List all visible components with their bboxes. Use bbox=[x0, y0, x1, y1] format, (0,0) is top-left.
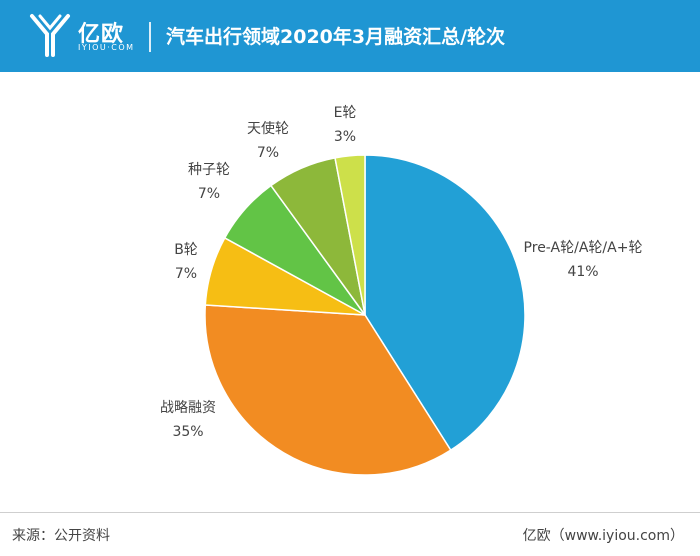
slice-value-label: 3% bbox=[334, 129, 356, 145]
logo-name-en: IYIOU·COM bbox=[78, 43, 135, 52]
header-bar: 亿欧 IYIOU·COM 汽车出行领域2020年3月融资汇总/轮次 bbox=[0, 0, 700, 72]
pie-labels: Pre-A轮/A轮/A+轮 41% 战略融资 35% B轮 7% 种子轮 7% 天使轮 7% E轮 3… bbox=[160, 105, 642, 440]
page-title: 汽车出行领域2020年3月融资汇总/轮次 bbox=[166, 26, 506, 48]
slice-name-label: E轮 bbox=[334, 105, 357, 121]
slice-value-label: 7% bbox=[257, 145, 279, 161]
pie-chart: Pre-A轮/A轮/A+轮 41% 战略融资 35% B轮 7% 种子轮 7% 天使轮 7% E轮 3… bbox=[160, 105, 642, 476]
header-divider bbox=[149, 22, 151, 52]
slice-value-label: 35% bbox=[172, 424, 203, 440]
slice-value-label: 7% bbox=[175, 266, 197, 282]
slice-name-label: Pre-A轮/A轮/A+轮 bbox=[524, 240, 643, 256]
logo-name-cn: 亿欧 bbox=[78, 22, 125, 47]
pie-slice bbox=[204, 304, 452, 476]
slice-name-label: 战略融资 bbox=[160, 400, 216, 416]
source-note: 来源：公开资料 bbox=[12, 528, 110, 544]
slice-name-label: 天使轮 bbox=[247, 120, 289, 137]
site-credit: 亿欧（www.iyiou.com） bbox=[522, 528, 684, 544]
slice-name-label: B轮 bbox=[174, 242, 198, 258]
brand-logo: 亿欧 IYIOU·COM bbox=[28, 12, 138, 60]
logo-y-icon bbox=[30, 14, 70, 57]
slice-name-label: 种子轮 bbox=[188, 162, 230, 178]
footer-divider bbox=[0, 512, 700, 513]
slice-value-label: 7% bbox=[198, 186, 220, 202]
slice-value-label: 41% bbox=[567, 264, 598, 280]
pie-slices bbox=[204, 154, 526, 476]
pie-slice bbox=[364, 154, 526, 452]
pie-slice bbox=[334, 154, 366, 316]
